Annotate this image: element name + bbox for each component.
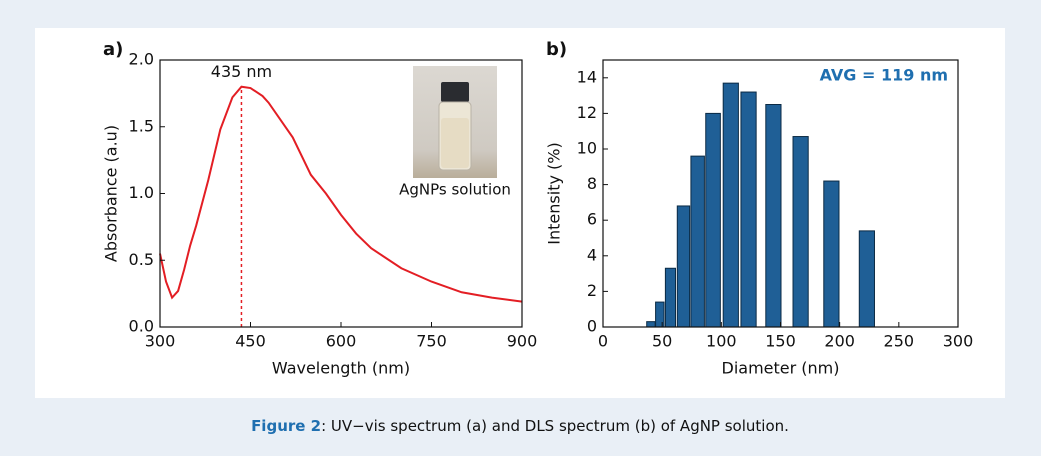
y-tick-label: 8 xyxy=(587,174,597,193)
y-tick-label: 12 xyxy=(577,103,597,122)
panel-label: b) xyxy=(546,39,567,60)
x-tick-label: 50 xyxy=(652,332,672,351)
y-tick-label: 4 xyxy=(587,245,597,264)
y-tick-label: 14 xyxy=(577,67,597,86)
bar xyxy=(646,321,656,328)
x-tick-label: 300 xyxy=(943,332,974,351)
x-tick-label: 250 xyxy=(884,332,915,351)
x-tick-label: 100 xyxy=(706,332,737,351)
y-tick-label: 0.5 xyxy=(129,250,154,269)
caption-label: Figure 2 xyxy=(251,417,321,435)
x-tick-label: 450 xyxy=(235,332,266,351)
y-axis-title: Absorbance (a.u) xyxy=(102,125,121,262)
vial-cap xyxy=(441,82,469,102)
bar xyxy=(690,155,705,328)
y-tick-label: 0 xyxy=(587,317,597,336)
bar xyxy=(740,91,757,328)
x-tick-label: 200 xyxy=(824,332,855,351)
figure-panel xyxy=(35,28,1005,398)
y-tick-label: 6 xyxy=(587,210,597,229)
y-tick-label: 0.0 xyxy=(129,317,154,336)
y-axis-title: Intensity (%) xyxy=(545,142,564,244)
panel-label: a) xyxy=(103,39,123,60)
x-tick-label: 300 xyxy=(145,332,176,351)
x-tick-label: 0 xyxy=(598,332,608,351)
bar xyxy=(705,112,721,328)
inset-photo xyxy=(413,66,497,178)
x-axis-title: Wavelength (nm) xyxy=(272,359,410,378)
caption-text: : UV−vis spectrum (a) and DLS spectrum (… xyxy=(321,417,789,435)
inset-label: AgNPs solution xyxy=(399,181,511,199)
peak-label: 435 nm xyxy=(211,62,272,81)
bar xyxy=(655,301,665,328)
bar xyxy=(765,104,782,328)
x-tick-label: 900 xyxy=(507,332,538,351)
y-tick-label: 10 xyxy=(577,139,597,158)
y-tick-label: 1.0 xyxy=(129,183,154,202)
vial-liquid xyxy=(441,118,469,168)
average-label: AVG = 119 nm xyxy=(820,66,948,85)
y-tick-label: 2.0 xyxy=(129,50,154,69)
x-tick-label: 750 xyxy=(416,332,447,351)
x-tick-label: 150 xyxy=(765,332,796,351)
bar xyxy=(823,180,840,328)
x-tick-label: 600 xyxy=(326,332,357,351)
bar xyxy=(792,136,809,328)
caption: Figure 2: UV−vis spectrum (a) and DLS sp… xyxy=(251,417,789,435)
bar xyxy=(858,230,875,328)
spectrum-line xyxy=(159,85,523,303)
y-tick-label: 1.5 xyxy=(129,116,154,135)
bar xyxy=(664,267,677,328)
x-axis-title: Diameter (nm) xyxy=(722,359,840,378)
y-tick-label: 2 xyxy=(587,281,597,300)
bar xyxy=(722,82,739,328)
bar xyxy=(676,205,691,328)
